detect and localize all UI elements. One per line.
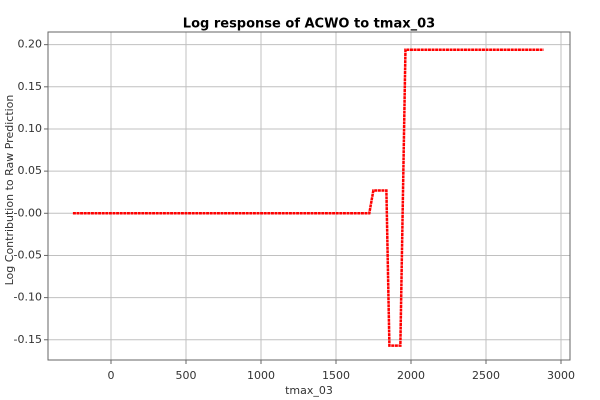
plot-frame bbox=[47, 31, 571, 361]
x-tick-label: 500 bbox=[176, 369, 197, 382]
x-tick-label: 2000 bbox=[397, 369, 425, 382]
y-tick-label: -0.15 bbox=[14, 333, 42, 346]
chart-title: Log response of ACWO to tmax_03 bbox=[183, 17, 435, 32]
y-tick-label: 0.15 bbox=[18, 80, 43, 93]
y-tick-label: -0.05 bbox=[14, 248, 42, 261]
x-tick-label: 1500 bbox=[322, 369, 350, 382]
x-tick-label: 1000 bbox=[247, 369, 275, 382]
y-tick-label: 0.05 bbox=[18, 164, 43, 177]
y-tick-label: -0.10 bbox=[14, 291, 42, 304]
y-tick-label: 0.10 bbox=[18, 122, 43, 135]
y-tick-label: -0.00 bbox=[14, 206, 42, 219]
x-tick-label: 3000 bbox=[547, 369, 575, 382]
x-axis-label: tmax_03 bbox=[285, 384, 333, 397]
x-tick-label: 0 bbox=[108, 369, 115, 382]
y-axis-label: Log Contribution to Raw Prediction bbox=[3, 95, 16, 286]
x-tick-label: 2500 bbox=[472, 369, 500, 382]
y-tick-label: 0.20 bbox=[18, 38, 43, 51]
line-series bbox=[72, 48, 544, 347]
